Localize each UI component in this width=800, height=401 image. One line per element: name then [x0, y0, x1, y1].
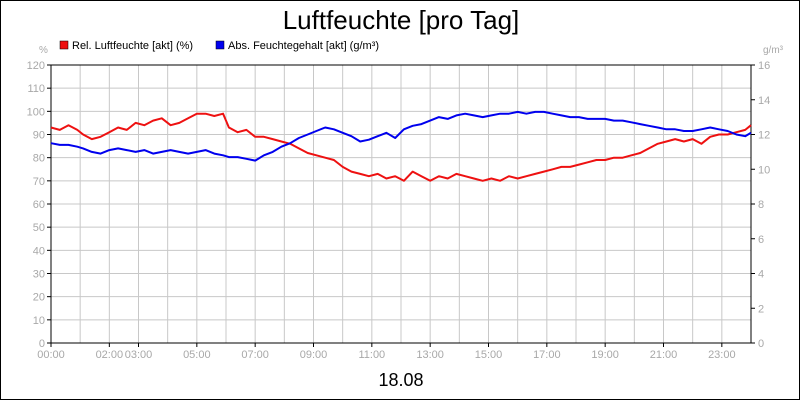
x-tick-label: 03:00 [125, 349, 153, 361]
x-tick-label: 00:00 [37, 349, 65, 361]
right-tick-label: 12 [758, 130, 770, 142]
left-axis-unit: % [39, 45, 48, 56]
chart-title: Luftfeuchte [pro Tag] [283, 5, 520, 35]
x-tick-label: 23:00 [708, 349, 736, 361]
left-tick-label: 40 [33, 245, 45, 257]
right-axis-ticks: 0 2 4 6 8 10 12 14 16 [751, 60, 770, 350]
right-tick-label: 6 [758, 234, 764, 246]
left-tick-label: 70 [33, 176, 45, 188]
x-axis-ticks: 00:00 02:00 03:00 05:00 07:00 09:00 11:00 13:00… [37, 343, 736, 361]
series-line-abs-humidity [50, 110, 752, 162]
x-tick-label: 19:00 [591, 349, 619, 361]
right-tick-label: 0 [758, 338, 764, 350]
series-layer [50, 110, 752, 182]
left-tick-label: 120 [27, 60, 45, 72]
left-tick-label: 80 [33, 153, 45, 165]
legend-label-abs-humidity: Abs. Feuchtegehalt [akt] (g/m³) [228, 40, 379, 52]
right-tick-label: 10 [758, 164, 770, 176]
left-tick-label: 90 [33, 130, 45, 142]
left-tick-label: 60 [33, 199, 45, 211]
x-tick-label: 15:00 [475, 349, 503, 361]
x-tick-label: 09:00 [300, 349, 328, 361]
date-label: 18.08 [378, 370, 423, 390]
right-tick-label: 14 [758, 95, 770, 107]
right-tick-label: 8 [758, 199, 764, 211]
x-tick-label: 02:00 [96, 349, 124, 361]
series-line-rel-humidity [50, 112, 752, 182]
left-tick-label: 100 [27, 106, 45, 118]
left-tick-label: 110 [27, 83, 45, 95]
left-tick-label: 0 [39, 338, 45, 350]
x-tick-label: 05:00 [183, 349, 211, 361]
left-tick-label: 10 [33, 315, 45, 327]
right-tick-label: 2 [758, 303, 764, 315]
grid-layer [50, 64, 752, 344]
right-tick-label: 16 [758, 60, 770, 72]
x-tick-label: 11:00 [358, 349, 385, 361]
left-tick-label: 30 [33, 269, 45, 281]
x-tick-label: 07:00 [241, 349, 269, 361]
legend-label-rel-humidity: Rel. Luftfeuchte [akt] (%) [72, 40, 193, 52]
x-tick-label: 17:00 [533, 349, 561, 361]
left-tick-label: 20 [33, 292, 45, 304]
legend: Rel. Luftfeuchte [akt] (%) Abs. Feuchteg… [59, 40, 379, 52]
right-tick-label: 4 [758, 269, 764, 281]
right-axis-unit: g/m³ [763, 45, 784, 56]
legend-swatch-rel-humidity [59, 40, 69, 50]
left-tick-label: 50 [33, 222, 45, 234]
x-tick-label: 21:00 [650, 349, 678, 361]
x-tick-label: 13:00 [416, 349, 444, 361]
left-axis-ticks: 0 10 20 30 40 50 60 70 80 90 100 110 120 [27, 60, 51, 350]
legend-swatch-abs-humidity [215, 40, 225, 50]
